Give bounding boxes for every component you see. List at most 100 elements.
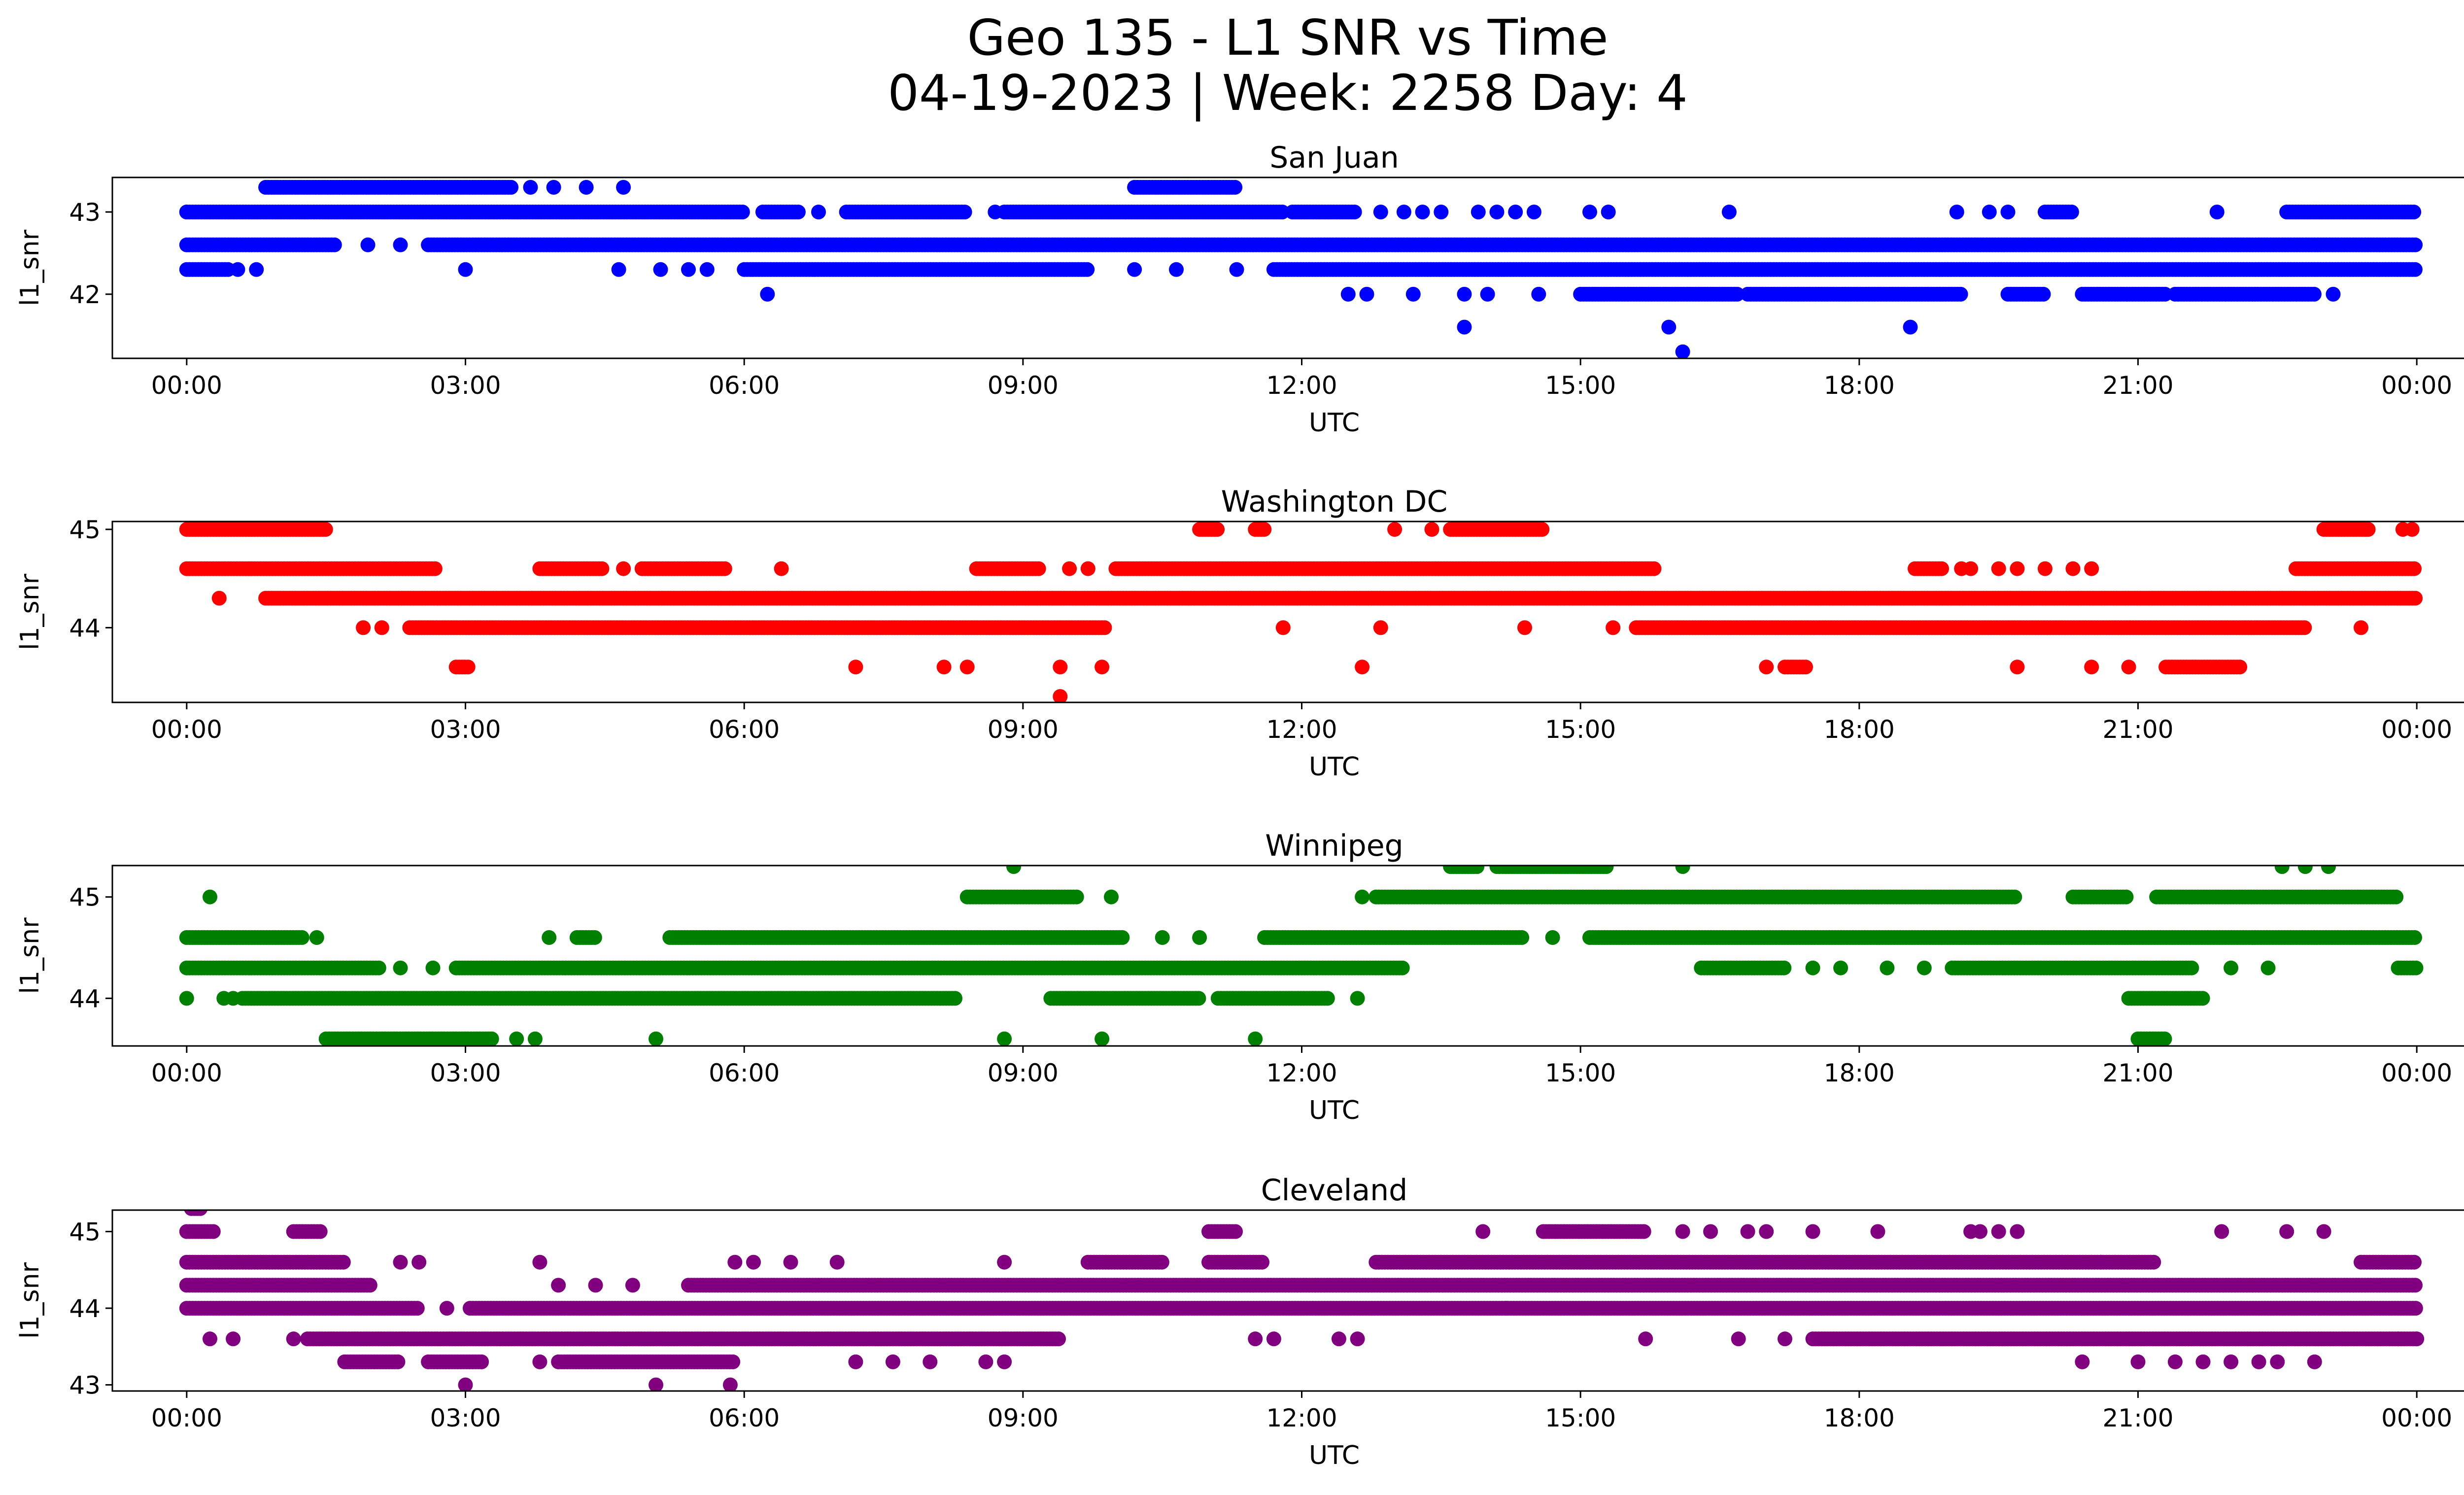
y-tick-label: 45 <box>69 516 101 544</box>
data-point <box>1903 319 1918 335</box>
x-tick-label: 00:00 <box>2381 371 2452 400</box>
data-point <box>2037 561 2053 576</box>
data-point <box>611 262 626 277</box>
data-point <box>1080 262 1095 277</box>
data-point <box>2354 620 2368 635</box>
data-point <box>1340 286 1356 302</box>
data-point <box>579 180 594 195</box>
data-point <box>1053 660 1068 675</box>
subplot-title: Washington DC <box>1221 485 1448 519</box>
data-point <box>327 237 342 252</box>
axes-frame <box>111 521 2464 703</box>
data-point <box>1759 660 1774 675</box>
data-point <box>2326 286 2341 302</box>
data-point <box>2000 205 2016 220</box>
data-point <box>230 262 245 277</box>
data-point <box>735 205 750 220</box>
data-point <box>356 620 371 635</box>
x-tick-label: 15:00 <box>1545 715 1616 744</box>
data-point <box>1661 319 1677 335</box>
x-tick-label: 00:00 <box>151 371 222 400</box>
data-point <box>318 522 333 537</box>
x-tick-label: 12:00 <box>1266 371 1337 400</box>
figure-subtitle: 04-19-2023 | Week: 2258 Day: 4 <box>888 64 1688 122</box>
x-tick-label: 03:00 <box>430 715 501 744</box>
data-point <box>790 205 806 220</box>
data-point <box>1062 561 1077 576</box>
data-point <box>1730 286 1745 302</box>
data-point <box>1387 522 1403 537</box>
data-point <box>1601 205 1616 220</box>
x-axis-label: UTC <box>1309 408 1360 438</box>
data-point <box>179 205 194 220</box>
data-point <box>1606 620 1621 635</box>
data-point <box>2404 522 2420 537</box>
data-point <box>1396 205 1411 220</box>
data-point <box>294 930 309 945</box>
data-point <box>1535 522 1550 537</box>
data-point <box>2232 660 2248 675</box>
data-point <box>374 620 389 635</box>
data-point <box>2406 205 2422 220</box>
data-point <box>848 660 863 675</box>
data-point <box>1080 561 1095 576</box>
data-point <box>1675 344 1690 358</box>
x-tick-label: 09:00 <box>988 715 1059 744</box>
figure-title: Geo 135 - L1 SNR vs Time <box>967 9 1608 67</box>
data-point <box>1582 205 1597 220</box>
data-point <box>2007 889 2022 904</box>
data-point <box>546 180 561 195</box>
data-point <box>2121 660 2136 675</box>
data-point <box>616 180 631 195</box>
data-point <box>1275 620 1291 635</box>
data-point <box>587 930 602 945</box>
x-axis-label: UTC <box>1309 752 1360 782</box>
data-point <box>1053 689 1068 702</box>
data-series <box>179 522 2423 702</box>
data-point <box>371 960 386 975</box>
data-point <box>1373 205 1388 220</box>
data-point <box>1275 205 1290 220</box>
data-point <box>1531 286 1546 302</box>
data-point <box>959 660 975 675</box>
data-series <box>179 866 2424 1046</box>
data-point <box>1517 620 1532 635</box>
data-point <box>460 660 476 675</box>
x-tick-label: 12:00 <box>1266 715 1337 744</box>
data-point <box>1405 286 1421 302</box>
data-point <box>2389 889 2404 904</box>
data-point <box>211 591 227 606</box>
data-point <box>1127 262 1142 277</box>
data-point <box>504 180 519 195</box>
data-point <box>2408 591 2423 606</box>
data-point <box>1949 205 1964 220</box>
data-point <box>1934 561 1949 576</box>
data-point <box>2407 930 2422 945</box>
data-point <box>1359 286 1374 302</box>
data-point <box>2361 522 2376 537</box>
data-point <box>2084 660 2099 675</box>
data-point <box>1721 205 1737 220</box>
data-point <box>1424 522 1439 537</box>
data-point <box>1991 561 2006 576</box>
data-point <box>717 561 732 576</box>
data-point <box>1031 561 1046 576</box>
data-point <box>811 205 826 220</box>
axes-frame <box>111 176 2464 359</box>
data-point <box>2064 205 2079 220</box>
data-point <box>1347 205 1362 220</box>
x-tick-label: 21:00 <box>2102 715 2173 744</box>
data-point <box>2407 262 2423 277</box>
data-point <box>1229 262 1244 277</box>
data-point <box>1097 620 1112 635</box>
x-tick-label: 15:00 <box>1545 371 1616 400</box>
x-tick-label: 03:00 <box>430 371 501 400</box>
data-point <box>699 262 715 277</box>
data-point <box>594 561 610 576</box>
data-point <box>2408 237 2423 252</box>
data-point <box>936 660 952 675</box>
data-point <box>1514 930 1530 945</box>
data-point <box>2157 286 2173 302</box>
